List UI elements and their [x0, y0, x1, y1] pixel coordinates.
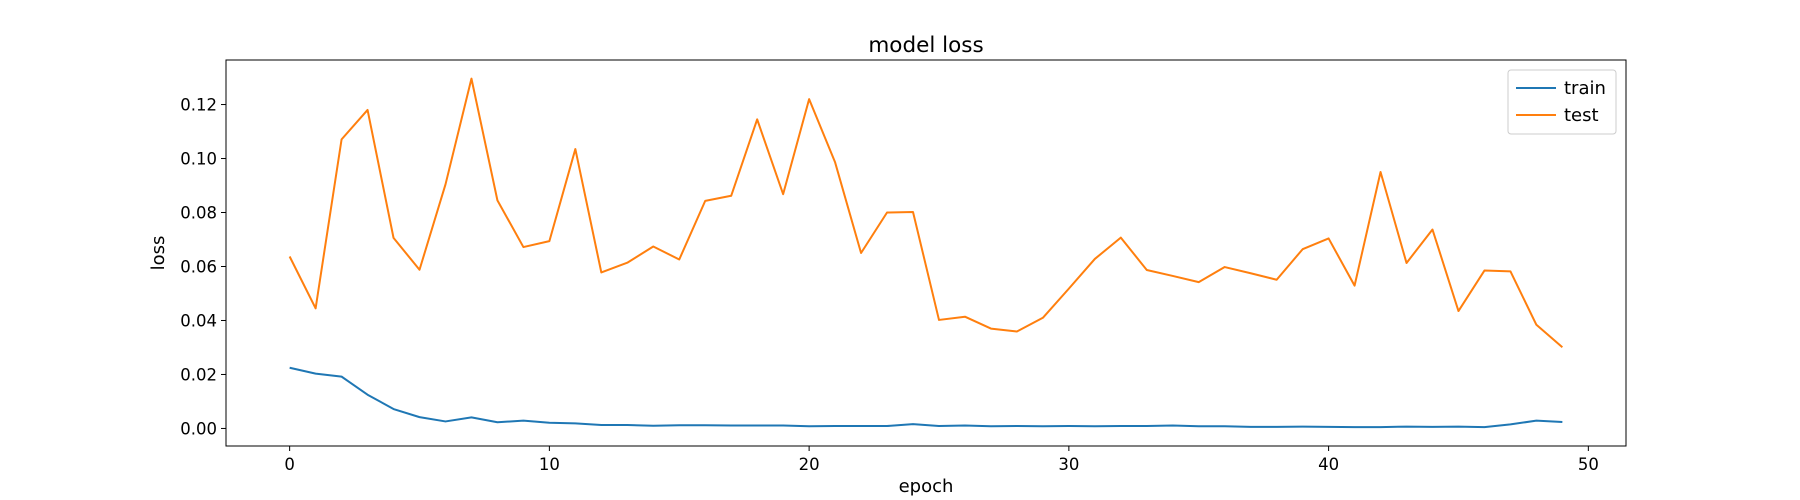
chart-title: model loss: [868, 33, 983, 58]
x-tick-label: 20: [799, 455, 820, 474]
x-tick-label: 30: [1058, 455, 1079, 474]
x-tick-label: 0: [284, 455, 295, 474]
x-tick-label: 40: [1318, 455, 1339, 474]
y-tick-label: 0.10: [180, 150, 217, 169]
series-line-test: [288, 77, 1564, 348]
y-tick-label: 0.04: [180, 311, 217, 330]
plot-lines: [288, 77, 1564, 429]
y-tick-label: 0.02: [180, 365, 217, 384]
legend: train test: [1507, 69, 1617, 135]
y-tick-label: 0.12: [180, 96, 217, 115]
legend-label-test: test: [1564, 105, 1599, 126]
y-tick-label: 0.06: [180, 257, 217, 276]
y-tick-label: 0.00: [180, 419, 217, 438]
y-tick-label: 0.08: [180, 204, 217, 223]
y-axis-ticks: 0.00 0.02 0.04 0.06 0.08 0.10 0.12: [180, 96, 226, 438]
legend-label-train: train: [1564, 78, 1606, 99]
legend-box: [1507, 69, 1617, 135]
x-tick-label: 50: [1578, 455, 1599, 474]
x-axis-label: epoch: [899, 476, 954, 497]
series-line-train: [289, 366, 1563, 429]
x-tick-label: 10: [539, 455, 560, 474]
y-axis-label: loss: [148, 236, 169, 271]
x-axis-ticks: 0 10 20 30 40 50: [284, 446, 1599, 474]
plot-frame: [225, 59, 1627, 447]
